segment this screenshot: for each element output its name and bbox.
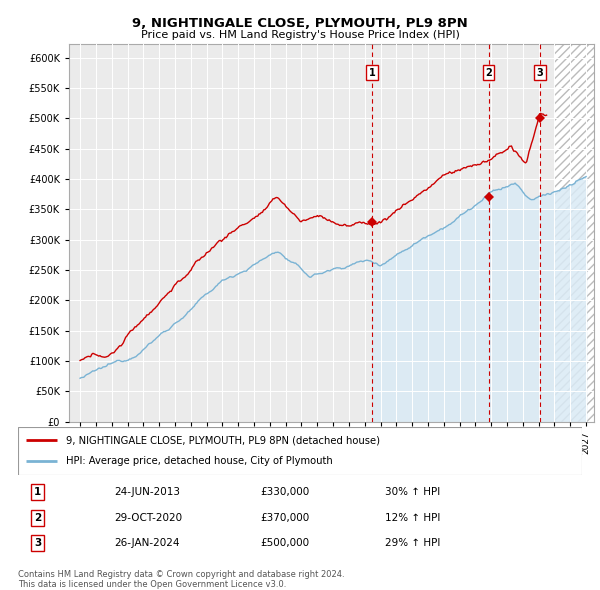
- Text: 9, NIGHTINGALE CLOSE, PLYMOUTH, PL9 8PN (detached house): 9, NIGHTINGALE CLOSE, PLYMOUTH, PL9 8PN …: [66, 435, 380, 445]
- Text: 30% ↑ HPI: 30% ↑ HPI: [385, 487, 440, 497]
- Text: 29-OCT-2020: 29-OCT-2020: [114, 513, 182, 523]
- Text: £330,000: £330,000: [260, 487, 310, 497]
- Text: 12% ↑ HPI: 12% ↑ HPI: [385, 513, 440, 523]
- Text: HPI: Average price, detached house, City of Plymouth: HPI: Average price, detached house, City…: [66, 457, 332, 467]
- Text: 3: 3: [536, 68, 543, 78]
- Text: 1: 1: [34, 487, 41, 497]
- Text: 2: 2: [485, 68, 492, 78]
- Text: 1: 1: [369, 68, 376, 78]
- Text: 26-JAN-2024: 26-JAN-2024: [114, 538, 179, 548]
- Text: £500,000: £500,000: [260, 538, 310, 548]
- Text: 29% ↑ HPI: 29% ↑ HPI: [385, 538, 440, 548]
- Text: 9, NIGHTINGALE CLOSE, PLYMOUTH, PL9 8PN: 9, NIGHTINGALE CLOSE, PLYMOUTH, PL9 8PN: [132, 17, 468, 30]
- Text: 3: 3: [34, 538, 41, 548]
- Text: Price paid vs. HM Land Registry's House Price Index (HPI): Price paid vs. HM Land Registry's House …: [140, 30, 460, 40]
- Bar: [554, 33, 599, 422]
- Bar: [554, 44, 599, 422]
- Text: £370,000: £370,000: [260, 513, 310, 523]
- Text: 2: 2: [34, 513, 41, 523]
- Text: Contains HM Land Registry data © Crown copyright and database right 2024.
This d: Contains HM Land Registry data © Crown c…: [18, 570, 344, 589]
- Text: 24-JUN-2013: 24-JUN-2013: [114, 487, 180, 497]
